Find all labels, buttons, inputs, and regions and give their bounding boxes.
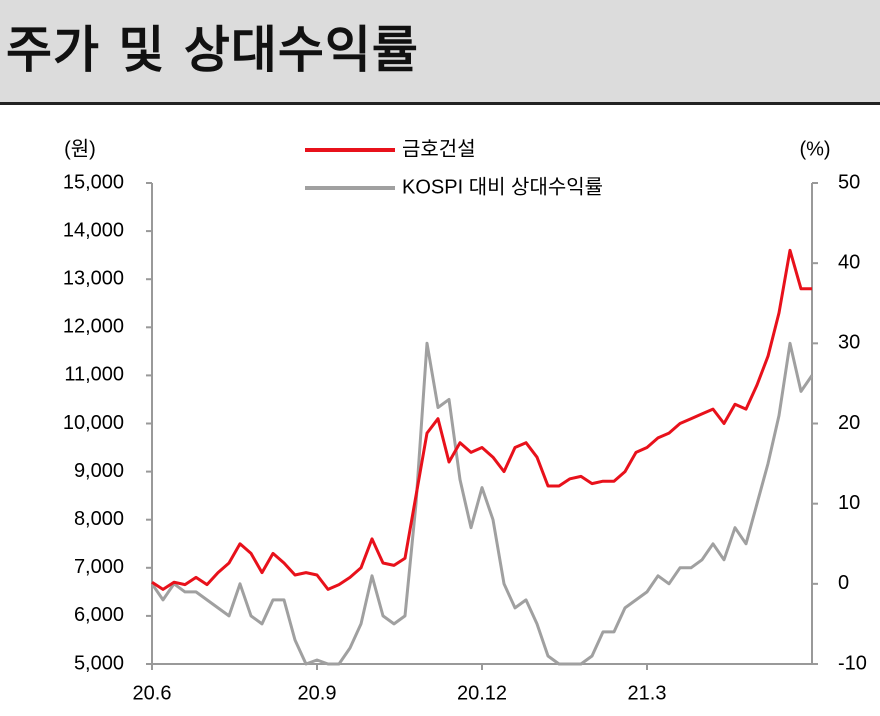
x-tick-label: 20.9 (298, 682, 337, 704)
y2-axis-label: (%) (799, 138, 830, 160)
chart-title: 주가 및 상대수익률 (6, 21, 419, 79)
y2-tick-label: 20 (838, 412, 860, 434)
y-tick-label: 9,000 (74, 460, 124, 482)
y2-tick-label: 50 (838, 171, 860, 193)
series-line (151, 248, 812, 591)
y2-tick-label: 40 (838, 251, 860, 273)
y-tick-label: 11,000 (64, 364, 124, 386)
header: 주가 및 상대수익률 (0, 0, 880, 105)
y2-tick-label: -10 (838, 652, 867, 674)
y-axis-label: (원) (64, 137, 96, 160)
y-tick-label: 6,000 (74, 604, 124, 626)
y-tick-label: 12,000 (63, 316, 124, 338)
y-tick-label: 15,000 (63, 171, 124, 193)
y-tick-label: 13,000 (63, 267, 124, 289)
legend-label: KOSPI 대비 상대수익률 (402, 175, 603, 198)
x-tick-label: 20.12 (457, 682, 507, 704)
x-tick-label: 21.3 (628, 682, 667, 704)
y-tick-label: 5,000 (74, 652, 124, 674)
y2-tick-label: 30 (838, 332, 860, 354)
y2-tick-label: 0 (838, 572, 849, 594)
x-tick-label: 20.6 (133, 682, 172, 704)
y2-tick-label: 10 (838, 492, 860, 514)
y-tick-label: 7,000 (74, 556, 124, 578)
y-tick-label: 10,000 (63, 412, 124, 434)
legend-label: 금호건설 (402, 137, 476, 160)
series-line (150, 341, 814, 666)
y-tick-label: 8,000 (74, 508, 124, 530)
y-tick-label: 14,000 (63, 219, 124, 241)
